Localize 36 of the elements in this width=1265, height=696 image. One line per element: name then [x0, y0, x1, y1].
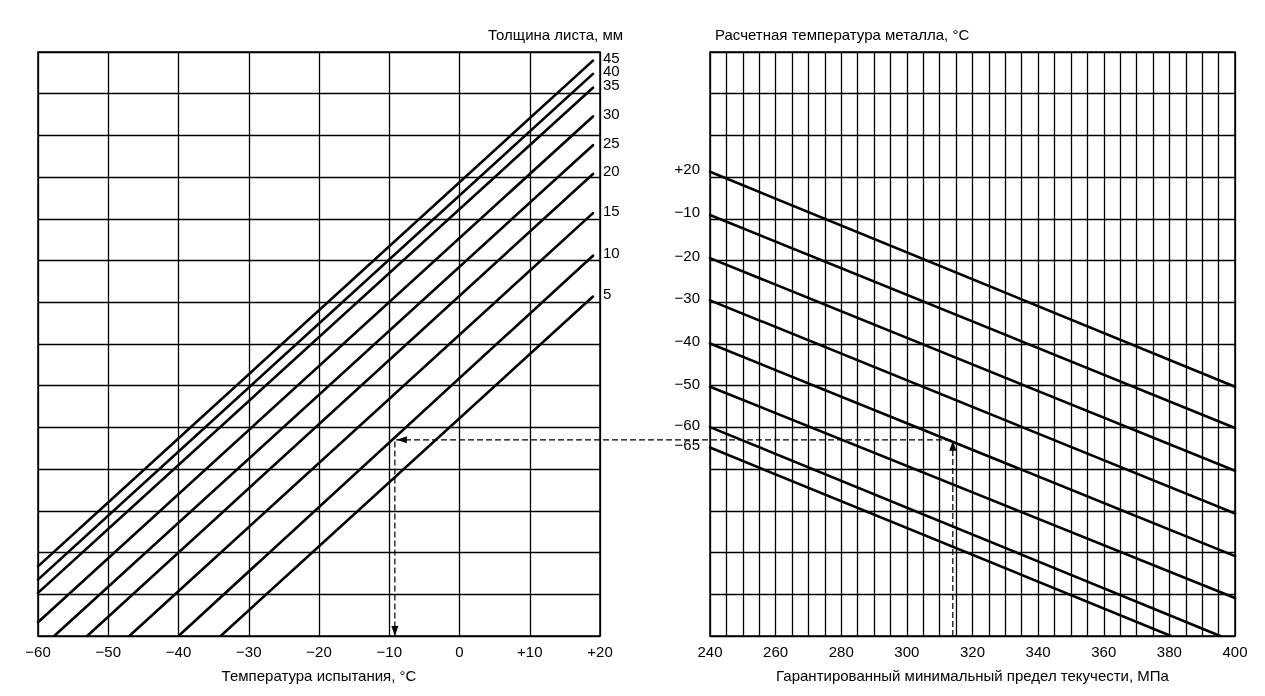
series-label: −20 — [674, 246, 700, 264]
x-tick-label: +20 — [587, 643, 613, 660]
series-label: −40 — [674, 332, 700, 350]
x-tick-label: 360 — [1091, 643, 1117, 660]
x-tick-label: −50 — [95, 643, 121, 660]
series-label: −10 — [674, 203, 700, 221]
x-tick-label: 240 — [697, 643, 723, 660]
series-label: −30 — [674, 288, 700, 306]
x-tick-label: −40 — [165, 643, 192, 660]
series-label: 10 — [602, 244, 620, 262]
x-tick-label: 380 — [1156, 643, 1182, 660]
x-tick-label: −60 — [25, 643, 51, 660]
x-tick-label: 260 — [763, 643, 789, 660]
x-tick-label: 300 — [894, 643, 920, 660]
x-axis-title: Гарантированный минимальный предел текучести, МПа — [776, 667, 1170, 684]
x-tick-label: 0 — [455, 643, 464, 660]
x-tick-label: −20 — [306, 643, 332, 660]
x-tick-label: −30 — [236, 643, 262, 660]
series-label: −65 — [674, 436, 700, 454]
series-label: 15 — [602, 201, 620, 219]
series-label: 30 — [602, 104, 620, 122]
x-tick-label: 320 — [959, 643, 986, 660]
x-tick-label: 400 — [1222, 643, 1248, 660]
series-label: −60 — [674, 415, 700, 433]
legend-title: Толщина листа, мм — [488, 26, 623, 43]
series-label: −50 — [674, 375, 700, 393]
series-label: +20 — [674, 160, 700, 178]
x-axis-title: Температура испытания, °C — [221, 667, 417, 684]
series-label: 5 — [602, 285, 612, 303]
x-tick-label: 280 — [828, 643, 854, 660]
series-label: 20 — [602, 162, 620, 180]
x-tick-label: +10 — [517, 643, 543, 660]
x-tick-label: −10 — [376, 643, 402, 660]
series-label: 25 — [602, 133, 620, 151]
legend-title: Расчетная температура металла, °C — [715, 26, 970, 43]
x-tick-label: 340 — [1025, 643, 1051, 660]
